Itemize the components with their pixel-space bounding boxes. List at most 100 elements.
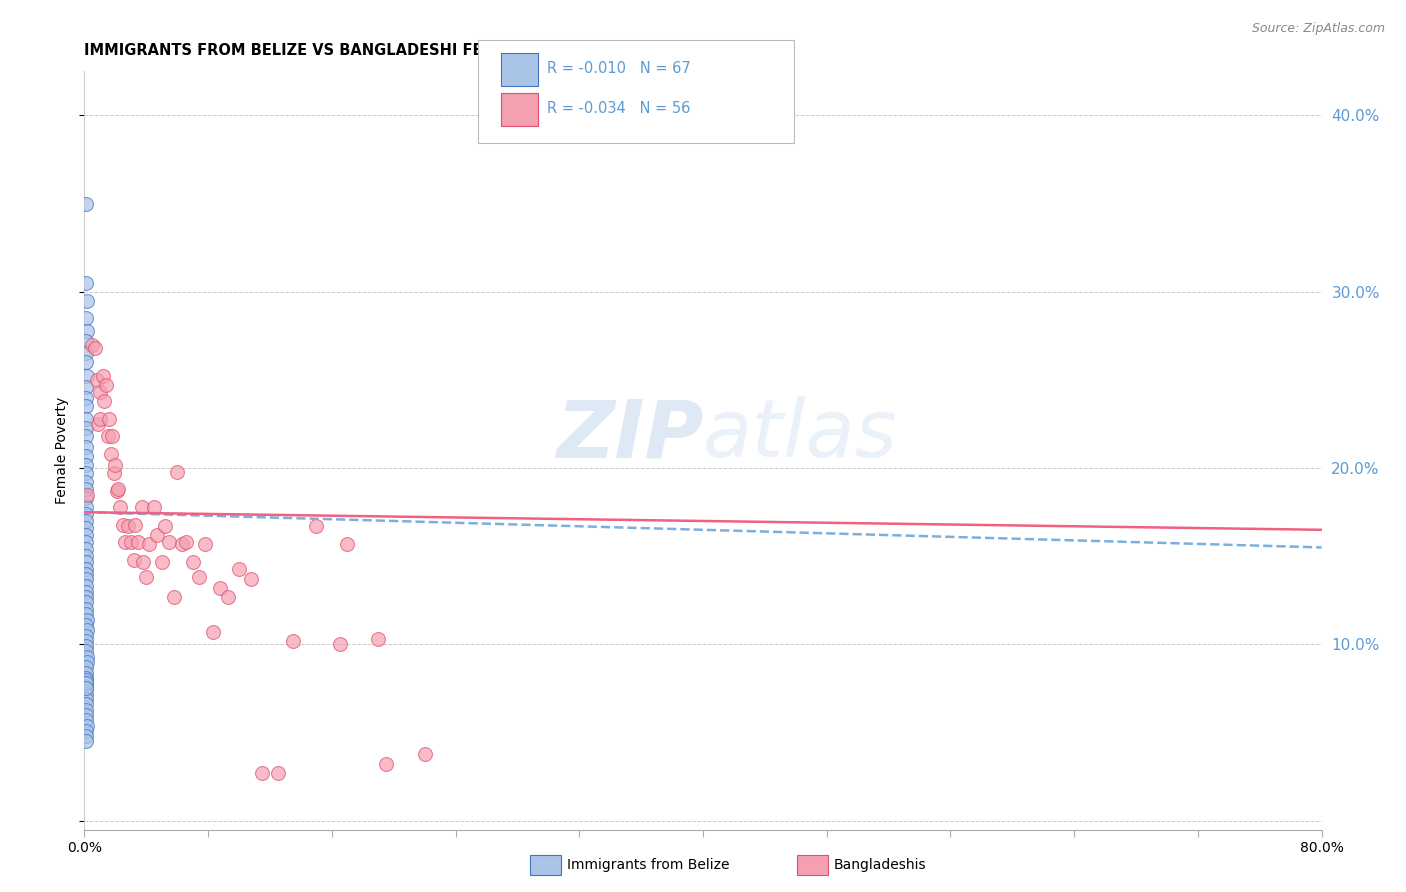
Point [75, 429, 97, 443]
Text: Bangladeshis: Bangladeshis [834, 858, 927, 872]
Point [75, 391, 97, 405]
Point [75, 566, 97, 581]
Point [75, 572, 97, 586]
Point [76, 613, 98, 627]
Point [91, 369, 114, 384]
Point [75, 400, 97, 414]
Point [112, 517, 135, 532]
Point [75, 692, 97, 706]
Text: Immigrants from Belize: Immigrants from Belize [567, 858, 730, 872]
Point [181, 555, 204, 569]
Point [84, 341, 107, 355]
Point [75, 629, 97, 643]
Point [75, 380, 97, 394]
Point [75, 555, 97, 569]
Point [75, 713, 97, 727]
Point [135, 570, 157, 584]
Point [75, 528, 97, 542]
Point [75, 196, 97, 211]
Point [75, 671, 97, 685]
Point [75, 346, 97, 360]
Point [75, 607, 97, 622]
Point [86, 373, 108, 387]
Point [75, 660, 97, 674]
Point [336, 537, 359, 551]
Point [103, 467, 125, 481]
Point [75, 482, 97, 496]
Point [122, 553, 145, 567]
Point [75, 542, 97, 557]
Point [75, 311, 97, 326]
Point [75, 639, 97, 653]
Y-axis label: Female Poverty: Female Poverty [55, 397, 69, 504]
Point [75, 681, 97, 696]
Point [75, 665, 97, 680]
Point [75, 491, 97, 505]
Point [374, 757, 398, 772]
Point [75, 276, 97, 290]
Point [413, 747, 436, 761]
Point [75, 449, 97, 463]
Point [76, 487, 98, 501]
Point [75, 633, 97, 648]
Point [75, 698, 97, 712]
Point [108, 500, 131, 514]
Point [75, 708, 97, 723]
Point [117, 519, 139, 533]
Point [228, 561, 250, 575]
Point [75, 355, 97, 369]
Point [75, 644, 97, 658]
Text: IMMIGRANTS FROM BELIZE VS BANGLADESHI FEMALE POVERTY CORRELATION CHART: IMMIGRANTS FROM BELIZE VS BANGLADESHI FE… [84, 43, 790, 58]
Point [100, 447, 122, 461]
Point [75, 673, 97, 687]
Point [267, 766, 290, 780]
Point [75, 507, 97, 521]
Point [76, 324, 98, 338]
Point [98, 411, 121, 425]
Text: Source: ZipAtlas.com: Source: ZipAtlas.com [1251, 22, 1385, 36]
Point [76, 655, 98, 669]
Point [163, 590, 186, 604]
Point [194, 537, 217, 551]
Point [176, 535, 198, 549]
Point [187, 570, 209, 584]
Point [75, 458, 97, 472]
Point [75, 595, 97, 609]
Point [166, 465, 188, 479]
Point [170, 537, 193, 551]
Point [89, 385, 111, 400]
Point [209, 581, 232, 595]
Point [217, 590, 239, 604]
Point [159, 535, 180, 549]
Point [82, 337, 104, 351]
Point [114, 535, 136, 549]
Point [93, 394, 115, 409]
Point [281, 633, 305, 648]
Point [75, 618, 97, 632]
Text: R = -0.034   N = 56: R = -0.034 N = 56 [547, 102, 690, 116]
Point [75, 584, 97, 599]
Point [75, 676, 97, 690]
Point [367, 632, 389, 647]
Point [305, 519, 328, 533]
Point [138, 537, 160, 551]
Point [201, 625, 224, 640]
Point [75, 602, 97, 616]
Point [75, 475, 97, 490]
Point [75, 535, 97, 549]
Point [96, 429, 118, 443]
Text: ZIP: ZIP [555, 396, 703, 475]
Point [75, 334, 97, 348]
Point [87, 417, 110, 431]
Point [75, 467, 97, 481]
Point [75, 687, 97, 701]
Point [101, 429, 124, 443]
Point [75, 561, 97, 575]
Point [76, 293, 98, 308]
Point [76, 718, 98, 732]
Point [328, 637, 352, 651]
Point [104, 458, 127, 472]
Point [75, 411, 97, 425]
Point [75, 549, 97, 564]
Point [146, 528, 169, 542]
